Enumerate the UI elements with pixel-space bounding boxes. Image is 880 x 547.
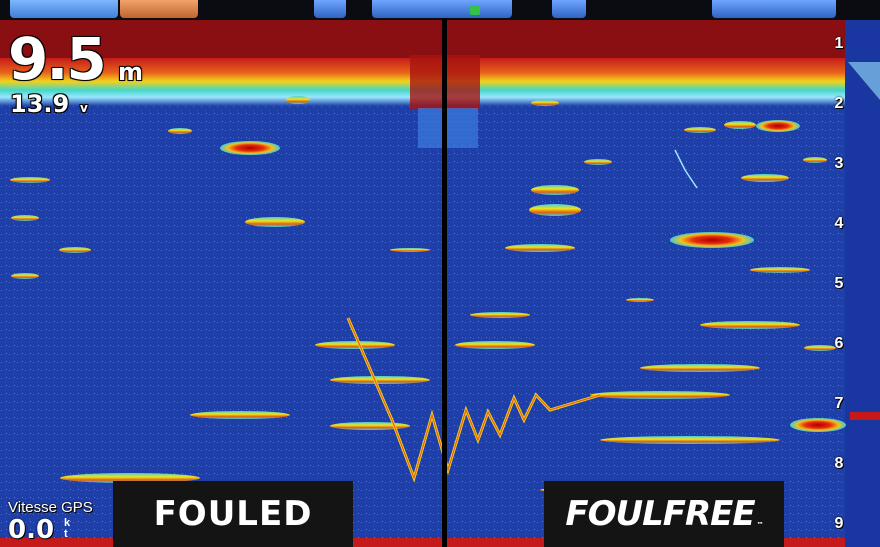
speed-label: Vitesse GPS xyxy=(8,499,93,516)
depth-scale-label: 1 xyxy=(834,35,844,52)
zoom-in-button[interactable] xyxy=(552,0,586,18)
depth-scale-label: 9 xyxy=(834,515,844,532)
depth-scale-label: 7 xyxy=(834,395,844,412)
trademark-symbol: ™ xyxy=(756,521,764,529)
top-toolbar xyxy=(0,0,880,20)
speed-unit: k t xyxy=(64,517,71,540)
fouled-caption-text: FOULED xyxy=(153,494,313,534)
range-button[interactable] xyxy=(372,0,512,18)
depth-scale-label: 3 xyxy=(834,155,844,172)
speed-value: 0.0 xyxy=(8,515,55,545)
depth-scale-label: 8 xyxy=(834,455,844,472)
depth-scale-label: 4 xyxy=(834,215,844,232)
menu-button[interactable] xyxy=(712,0,836,18)
foulfree-logo-text: FOULFREE xyxy=(565,494,755,534)
voltage-value: 13.9 xyxy=(10,90,70,118)
depth-unit: m xyxy=(118,58,144,86)
mark-button[interactable] xyxy=(120,0,198,18)
gain-indicator-icon xyxy=(470,5,480,15)
zoom-out-button[interactable] xyxy=(314,0,346,18)
depth-scale-label: 6 xyxy=(834,335,844,352)
voltage-unit: v xyxy=(80,101,88,115)
depth-scale-label: 5 xyxy=(834,275,844,292)
home-button[interactable] xyxy=(10,0,118,18)
split-divider xyxy=(442,18,447,547)
fouled-caption: FOULED xyxy=(113,481,353,547)
foulfree-caption: FOULFREE ™ xyxy=(544,481,784,547)
depth-value: 9.5 xyxy=(8,25,107,93)
depth-scale-label: 2 xyxy=(834,95,844,112)
